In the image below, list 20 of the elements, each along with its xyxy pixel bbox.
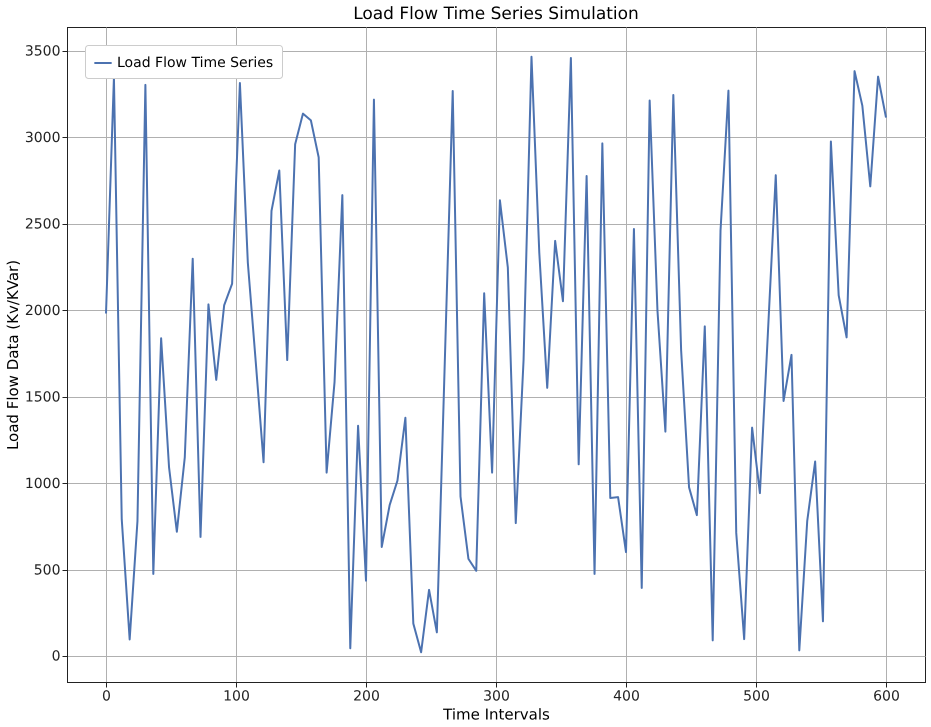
y-tick-label: 1500 [24, 389, 60, 406]
y-tick-label: 2000 [24, 302, 60, 319]
x-tick-label: 100 [223, 688, 250, 704]
y-tick-label: 0 [52, 648, 60, 665]
y-tick-label: 500 [34, 562, 60, 578]
y-tick-label: 2500 [24, 216, 60, 232]
legend-label: Load Flow Time Series [117, 55, 274, 71]
y-axis-title: Load Flow Data (Kv/KVar) [4, 260, 22, 450]
x-tick-label: 500 [743, 688, 770, 704]
y-tick-label: 3500 [24, 44, 60, 60]
x-tick-label: 400 [613, 688, 640, 704]
line-series [105, 56, 887, 654]
y-tick-label: 3000 [24, 130, 60, 146]
x-tick-label: 0 [102, 688, 111, 704]
x-tick-label: 600 [873, 688, 900, 704]
x-tick-label: 300 [483, 688, 510, 704]
y-tick-label: 1000 [24, 476, 60, 492]
x-tick-label: 200 [353, 688, 380, 704]
chart-title: Load Flow Time Series Simulation [353, 4, 639, 24]
x-axis-title: Time Intervals [442, 706, 550, 724]
